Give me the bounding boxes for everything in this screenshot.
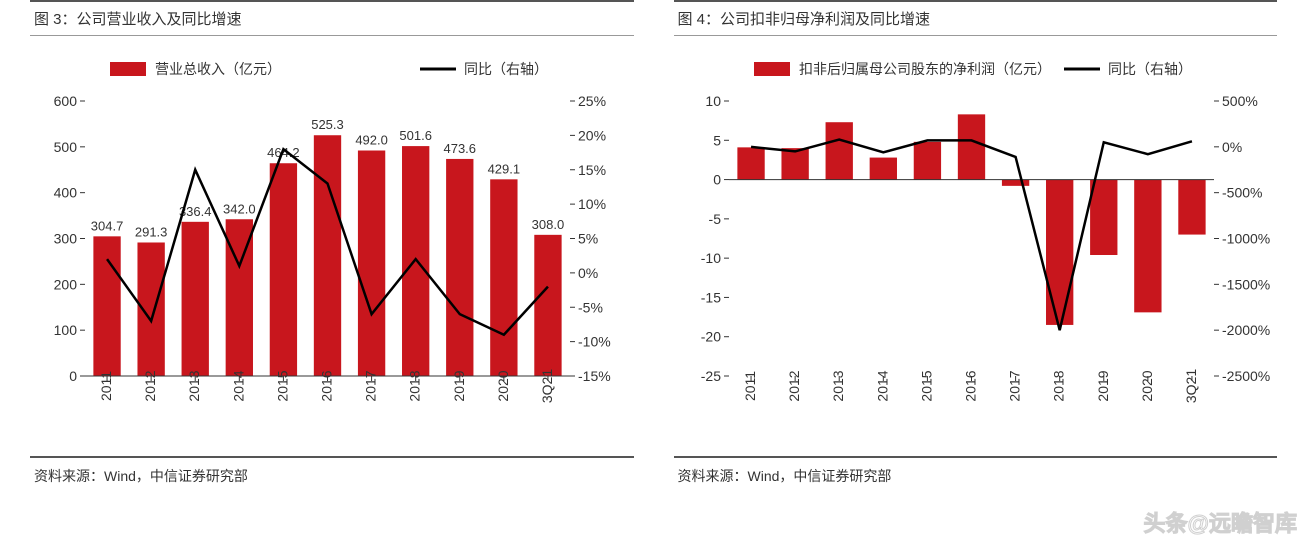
svg-text:291.3: 291.3 xyxy=(135,224,168,239)
chart-source: 资料来源：Wind，中信证券研究部 xyxy=(674,456,1278,494)
svg-text:0%: 0% xyxy=(578,265,598,281)
svg-text:525.3: 525.3 xyxy=(311,117,344,132)
svg-text:-25: -25 xyxy=(700,368,720,384)
svg-text:-1500%: -1500% xyxy=(1222,276,1270,292)
svg-text:2013: 2013 xyxy=(830,370,846,401)
svg-text:20%: 20% xyxy=(578,127,606,143)
svg-text:429.1: 429.1 xyxy=(488,161,521,176)
chart-title: 图 4：公司扣非归母净利润及同比增速 xyxy=(674,0,1278,36)
svg-text:492.0: 492.0 xyxy=(355,133,388,148)
svg-text:-10%: -10% xyxy=(578,334,611,350)
svg-text:2019: 2019 xyxy=(451,370,467,401)
svg-text:300: 300 xyxy=(54,231,78,247)
svg-text:600: 600 xyxy=(54,93,78,109)
svg-text:-2500%: -2500% xyxy=(1222,368,1270,384)
svg-text:2015: 2015 xyxy=(274,370,290,401)
svg-text:2017: 2017 xyxy=(1006,370,1022,401)
svg-text:营业总收入（亿元）: 营业总收入（亿元） xyxy=(155,61,281,77)
chart-area: 扣非后归属母公司股东的净利润（亿元） 同比（右轴） -25 -20 -15 -10 -5 0 5… xyxy=(674,46,1278,446)
svg-text:-10: -10 xyxy=(700,250,720,266)
svg-text:501.6: 501.6 xyxy=(399,128,432,143)
svg-text:0: 0 xyxy=(713,172,721,188)
svg-text:-500%: -500% xyxy=(1222,185,1262,201)
svg-text:10%: 10% xyxy=(578,196,606,212)
svg-text:2016: 2016 xyxy=(962,370,978,401)
svg-text:-1000%: -1000% xyxy=(1222,231,1270,247)
source-text: Wind，中信证券研究部 xyxy=(104,468,248,484)
svg-text:2019: 2019 xyxy=(1094,370,1110,401)
title-prefix: 图 4： xyxy=(678,11,721,28)
svg-text:-5: -5 xyxy=(708,211,721,227)
chart-source: 资料来源：Wind，中信证券研究部 xyxy=(30,456,634,494)
svg-text:2014: 2014 xyxy=(874,370,890,401)
svg-text:200: 200 xyxy=(54,276,78,292)
svg-text:同比（右轴）: 同比（右轴） xyxy=(1108,61,1192,77)
svg-text:15%: 15% xyxy=(578,162,606,178)
title-text: 公司扣非归母净利润及同比增速 xyxy=(720,11,930,28)
svg-text:25%: 25% xyxy=(578,93,606,109)
svg-text:0: 0 xyxy=(69,368,77,384)
svg-text:2016: 2016 xyxy=(319,370,335,401)
container: 图 3：公司营业收入及同比增速 营业总收入（亿元）同比（右轴）010020030… xyxy=(0,0,1307,538)
svg-text:5%: 5% xyxy=(578,231,598,247)
svg-text:2015: 2015 xyxy=(918,370,934,401)
svg-text:3Q21: 3Q21 xyxy=(1182,369,1198,403)
svg-text:-15: -15 xyxy=(700,289,720,305)
chart-area: 营业总收入（亿元） 同比（右轴） 0 100 200 300 400 500 600 -15% -1… xyxy=(30,46,634,446)
svg-text:10: 10 xyxy=(705,93,721,109)
svg-text:100: 100 xyxy=(54,322,78,338)
svg-text:2013: 2013 xyxy=(186,370,202,401)
source-text: Wind，中信证券研究部 xyxy=(748,468,892,484)
svg-text:-2000%: -2000% xyxy=(1222,322,1270,338)
svg-text:2017: 2017 xyxy=(363,370,379,401)
svg-text:-5%: -5% xyxy=(578,299,603,315)
svg-text:2018: 2018 xyxy=(1050,370,1066,401)
svg-text:2020: 2020 xyxy=(1138,370,1154,401)
svg-text:342.0: 342.0 xyxy=(223,201,256,216)
svg-text:304.7: 304.7 xyxy=(91,218,124,233)
source-prefix: 资料来源： xyxy=(678,468,748,484)
svg-text:2012: 2012 xyxy=(142,370,158,401)
title-text: 公司营业收入及同比增速 xyxy=(77,11,242,28)
svg-text:3Q21: 3Q21 xyxy=(539,369,555,403)
svg-text:同比（右轴）: 同比（右轴） xyxy=(464,61,548,77)
svg-text:2011: 2011 xyxy=(742,371,758,401)
svg-text:2020: 2020 xyxy=(495,370,511,401)
svg-text:500: 500 xyxy=(54,139,78,155)
svg-text:5: 5 xyxy=(713,132,721,148)
svg-text:500%: 500% xyxy=(1222,93,1258,109)
svg-text:2018: 2018 xyxy=(407,370,423,401)
chart-title: 图 3：公司营业收入及同比增速 xyxy=(30,0,634,36)
profit-chart: 扣非后归属母公司股东的净利润（亿元） 同比（右轴） -25 -20 -15 -10 -5 0 5… xyxy=(674,46,1274,446)
svg-text:400: 400 xyxy=(54,185,78,201)
source-prefix: 资料来源： xyxy=(34,468,104,484)
svg-text:473.6: 473.6 xyxy=(443,141,476,156)
watermark: 头条@远瞻智库 xyxy=(1144,506,1297,538)
svg-text:-15%: -15% xyxy=(578,368,611,384)
left-panel: 图 3：公司营业收入及同比增速 营业总收入（亿元） 同比（右轴） 0 100 200 30… xyxy=(30,0,634,538)
svg-text:扣非后归属母公司股东的净利润（亿元）: 扣非后归属母公司股东的净利润（亿元） xyxy=(799,61,1051,77)
svg-text:2014: 2014 xyxy=(230,370,246,401)
svg-text:2012: 2012 xyxy=(786,370,802,401)
title-prefix: 图 3： xyxy=(34,11,77,28)
svg-text:2011: 2011 xyxy=(98,371,114,401)
svg-text:-20: -20 xyxy=(700,329,720,345)
svg-text:0%: 0% xyxy=(1222,139,1242,155)
right-panel: 图 4：公司扣非归母净利润及同比增速 扣非后归属母公司股东的净利润（亿元） 同比（… xyxy=(674,0,1278,538)
svg-text:308.0: 308.0 xyxy=(532,217,565,232)
revenue-chart: 营业总收入（亿元） 同比（右轴） 0 100 200 300 400 500 600 -15% -1… xyxy=(30,46,630,446)
